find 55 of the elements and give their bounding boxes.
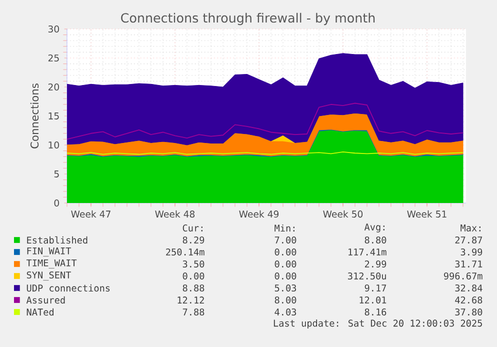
text: 42.68 bbox=[455, 296, 482, 304]
y-tick-label: 10 bbox=[48, 141, 59, 149]
text: 12.01 bbox=[360, 296, 386, 304]
line-series bbox=[67, 102, 464, 140]
text: 37.80 bbox=[455, 308, 482, 316]
text: 7.88 bbox=[182, 308, 204, 316]
x-tick-label: Week 48 bbox=[155, 210, 195, 218]
y-tick-label: 15 bbox=[48, 112, 59, 120]
text: Avg: bbox=[364, 224, 384, 232]
y-tick-label: 30 bbox=[48, 25, 59, 33]
text: 0.00 bbox=[274, 260, 296, 268]
text: 312.50u bbox=[348, 272, 386, 280]
text: 7.00 bbox=[274, 236, 296, 244]
legend-label: FIN_WAIT bbox=[27, 248, 71, 256]
x-tick-label: Week 51 bbox=[407, 210, 446, 218]
legend-label: SYN_SENT bbox=[26, 271, 71, 281]
text: 32.84 bbox=[455, 284, 482, 292]
text: 0.00 bbox=[274, 272, 296, 280]
text: 3.99 bbox=[460, 248, 482, 256]
text: 2.99 bbox=[364, 260, 386, 268]
text: 31.71 bbox=[455, 260, 482, 268]
text: 8.29 bbox=[182, 236, 204, 244]
y-tick-label: 20 bbox=[48, 83, 59, 91]
legend-label: TIME_WAIT bbox=[26, 260, 77, 268]
legend-label: Established bbox=[27, 236, 88, 244]
text: 117.41m bbox=[348, 248, 386, 256]
text: Cur: bbox=[182, 224, 202, 232]
text: 0.00 bbox=[182, 272, 204, 280]
text: 250.14m bbox=[166, 248, 204, 256]
text: Max: bbox=[460, 224, 480, 232]
text: 8.80 bbox=[364, 236, 386, 244]
legend-label: NATed bbox=[26, 308, 54, 316]
text: 8.88 bbox=[182, 284, 204, 292]
text: 4.03 bbox=[274, 308, 296, 316]
text: Last update: Sat Dec 20 12:00:03 2025 bbox=[274, 319, 482, 329]
y-tick-label: 0 bbox=[54, 199, 59, 207]
text: 27.87 bbox=[455, 236, 482, 244]
x-tick-label: Week 47 bbox=[71, 210, 110, 218]
y-axis-title: Connections bbox=[30, 84, 39, 148]
text: 0.00 bbox=[274, 248, 296, 256]
text: Min: bbox=[274, 224, 294, 232]
chart-title: Connections through firewall - by month bbox=[121, 12, 375, 26]
text: 5.03 bbox=[274, 284, 296, 292]
text: 3.50 bbox=[182, 260, 204, 268]
text: 8.00 bbox=[274, 296, 296, 304]
text: 9.17 bbox=[364, 284, 386, 292]
y-tick-label: 25 bbox=[48, 54, 59, 62]
legend-label: Assured bbox=[26, 296, 65, 304]
text: 8.16 bbox=[364, 308, 386, 316]
legend-label: UDP connections bbox=[26, 284, 110, 292]
text: 996.67m bbox=[444, 272, 482, 280]
x-tick-label: Week 50 bbox=[323, 210, 363, 218]
x-tick-label: Week 49 bbox=[239, 210, 279, 218]
y-tick-label: 5 bbox=[54, 170, 59, 178]
text: 12.12 bbox=[178, 296, 204, 304]
